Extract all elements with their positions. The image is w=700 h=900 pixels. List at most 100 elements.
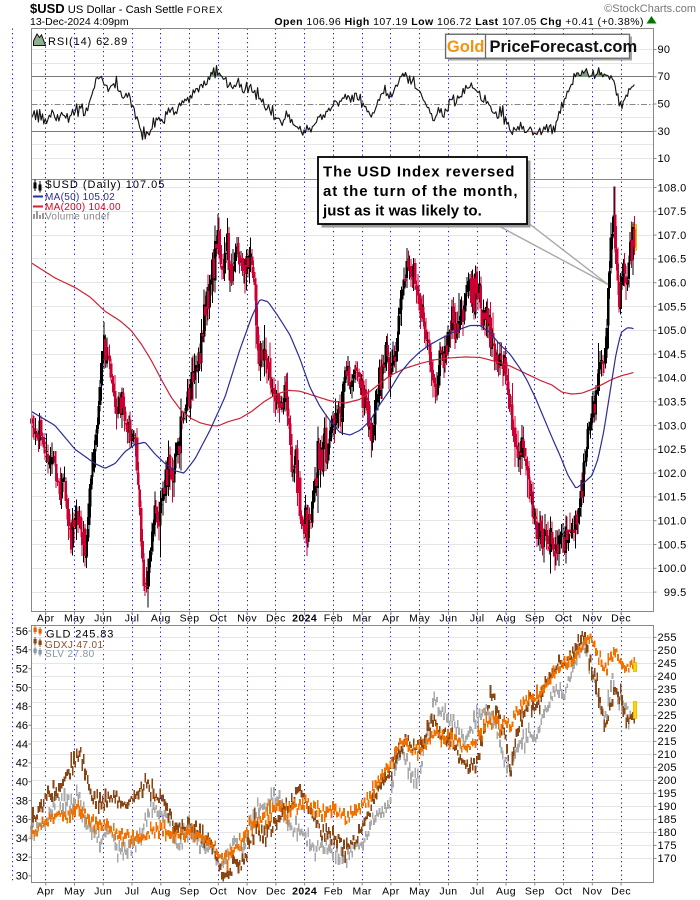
svg-text:RSI(14) 62.89: RSI(14) 62.89	[48, 36, 128, 48]
svg-text:105.5: 105.5	[657, 301, 686, 313]
svg-text:101.0: 101.0	[657, 516, 686, 528]
svg-text:Jun: Jun	[94, 886, 112, 898]
svg-text:May: May	[64, 886, 85, 898]
svg-text:106.0: 106.0	[657, 278, 686, 290]
svg-text:40: 40	[16, 777, 28, 789]
svg-text:May: May	[409, 613, 430, 625]
svg-text:185: 185	[658, 814, 677, 826]
svg-text:Aug: Aug	[151, 886, 171, 898]
svg-text:235: 235	[658, 684, 677, 696]
svg-text:48: 48	[16, 701, 28, 713]
svg-text:32: 32	[16, 852, 28, 864]
svg-text:Apr: Apr	[382, 613, 400, 625]
svg-text:170: 170	[658, 853, 677, 865]
svg-text:GDXJ 47.01: GDXJ 47.01	[45, 640, 104, 651]
svg-text:Oct: Oct	[210, 886, 228, 898]
svg-text:Jul: Jul	[125, 886, 140, 898]
svg-text:2024: 2024	[292, 886, 317, 898]
svg-text:Open 106.96 High 107.19 Low 10: Open 106.96 High 107.19 Low 106.72 Last …	[274, 16, 644, 28]
svg-text:195: 195	[658, 788, 677, 800]
svg-text:220: 220	[658, 723, 677, 735]
svg-text:Mar: Mar	[353, 886, 372, 898]
svg-text:103.0: 103.0	[657, 420, 686, 432]
svg-text:Jun: Jun	[94, 613, 112, 625]
svg-text:34: 34	[16, 833, 28, 845]
svg-text:107.5: 107.5	[657, 206, 686, 218]
svg-text:99.5: 99.5	[664, 587, 687, 599]
svg-text:230: 230	[658, 697, 677, 709]
svg-text:Apr: Apr	[37, 886, 55, 898]
svg-text:Oct: Oct	[210, 613, 228, 625]
svg-text:Mar: Mar	[353, 613, 372, 625]
svg-text:Aug: Aug	[496, 886, 516, 898]
svg-text:Dec: Dec	[266, 613, 286, 625]
svg-text:Jun: Jun	[439, 613, 457, 625]
svg-text:215: 215	[658, 736, 677, 748]
svg-text:108.0: 108.0	[657, 182, 686, 194]
svg-text:Jul: Jul	[470, 886, 485, 898]
svg-text:Apr: Apr	[37, 613, 55, 625]
svg-text:Jun: Jun	[439, 886, 457, 898]
svg-text:PriceForecast.com: PriceForecast.com	[490, 38, 638, 56]
svg-text:210: 210	[658, 749, 677, 761]
svg-text:56: 56	[16, 626, 28, 638]
svg-text:13-Dec-2024 4:09pm: 13-Dec-2024 4:09pm	[30, 16, 129, 28]
svg-text:The USD Index reversed: The USD Index reversed	[323, 164, 515, 181]
svg-text:225: 225	[658, 710, 677, 722]
svg-text:Nov: Nov	[582, 613, 602, 625]
svg-text:Aug: Aug	[151, 613, 171, 625]
svg-text:175: 175	[658, 840, 677, 852]
svg-text:Feb: Feb	[324, 886, 343, 898]
svg-text:Sep: Sep	[180, 886, 200, 898]
svg-text:10: 10	[658, 153, 671, 165]
svg-text:200: 200	[658, 775, 677, 787]
svg-text:180: 180	[658, 827, 677, 839]
svg-text:42: 42	[16, 758, 28, 770]
svg-text:Volume undef: Volume undef	[45, 212, 110, 223]
svg-text:104.5: 104.5	[657, 349, 686, 361]
svg-text:250: 250	[658, 645, 677, 657]
svg-text:Jul: Jul	[470, 613, 485, 625]
svg-text:at the turn of the month,: at the turn of the month,	[323, 183, 518, 200]
svg-text:Sep: Sep	[180, 613, 200, 625]
svg-text:MA(200) 104.00: MA(200) 104.00	[45, 202, 121, 213]
svg-text:102.5: 102.5	[657, 444, 686, 456]
svg-text:50: 50	[16, 682, 28, 694]
svg-text:54: 54	[16, 645, 28, 657]
svg-text:245: 245	[658, 658, 677, 670]
svg-text:Jul: Jul	[125, 613, 140, 625]
svg-text:2024: 2024	[292, 613, 317, 625]
svg-text:Nov: Nov	[237, 886, 257, 898]
svg-text:GLD 245.83: GLD 245.83	[46, 629, 114, 641]
svg-text:100.0: 100.0	[657, 563, 686, 575]
svg-text:240: 240	[658, 671, 677, 683]
svg-text:30: 30	[16, 871, 28, 883]
svg-text:just as it was likely to.: just as it was likely to.	[322, 203, 482, 220]
svg-text:36: 36	[16, 814, 28, 826]
svg-text:Oct: Oct	[555, 613, 573, 625]
svg-text:44: 44	[16, 739, 28, 751]
svg-text:Nov: Nov	[582, 886, 602, 898]
svg-text:255: 255	[658, 632, 677, 644]
svg-text:50: 50	[658, 99, 671, 111]
svg-text:May: May	[64, 613, 85, 625]
svg-text:107.0: 107.0	[657, 230, 686, 242]
svg-text:104.0: 104.0	[657, 373, 686, 385]
svg-text:103.5: 103.5	[657, 397, 686, 409]
svg-text:46: 46	[16, 720, 28, 732]
svg-text:©StockCharts.com: ©StockCharts.com	[604, 3, 696, 15]
svg-text:90: 90	[658, 44, 671, 56]
svg-text:$USD US Dollar - Cash Settle F: $USD US Dollar - Cash Settle FOREX	[30, 1, 223, 16]
svg-text:$USD (Daily) 107.05: $USD (Daily) 107.05	[46, 179, 166, 191]
svg-text:Oct: Oct	[555, 886, 573, 898]
svg-text:Apr: Apr	[382, 886, 400, 898]
svg-text:102.0: 102.0	[657, 468, 686, 480]
svg-text:52: 52	[16, 664, 28, 676]
svg-text:100.5: 100.5	[657, 539, 686, 551]
svg-text:38: 38	[16, 795, 28, 807]
svg-text:May: May	[409, 886, 430, 898]
svg-text:Dec: Dec	[611, 613, 631, 625]
svg-text:101.5: 101.5	[657, 492, 686, 504]
svg-text:Dec: Dec	[611, 886, 631, 898]
svg-text:70: 70	[658, 71, 671, 83]
